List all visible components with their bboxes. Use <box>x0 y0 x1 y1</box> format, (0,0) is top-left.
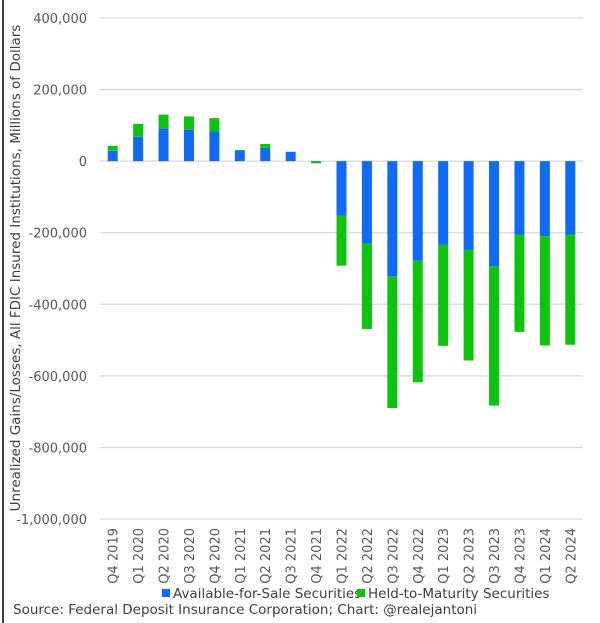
x-tick-label: Q2 2023 <box>463 528 478 584</box>
legend-label-available-for-sale: Available-for-Sale Securities <box>173 586 361 602</box>
x-tick-label: Q4 2022 <box>412 528 427 584</box>
bar-available-for-sale <box>285 151 296 162</box>
bar-available-for-sale <box>539 161 550 237</box>
x-tick-label: Q1 2022 <box>336 528 351 584</box>
bar-available-for-sale <box>234 150 245 162</box>
legend-swatch-held-to-maturity <box>357 589 365 597</box>
x-tick-labels: Q4 2019 Q1 2020 Q2 2020 Q3 2020 Q4 2020 Q1 20… <box>107 528 580 584</box>
bar-available-for-sale <box>158 128 169 162</box>
x-tick-label: Q3 2023 <box>488 528 503 584</box>
bar-available-for-sale <box>565 161 576 235</box>
bar-available-for-sale <box>514 161 525 235</box>
y-tick-labels: 400,000 200,000 0 -200,000 -400,000 -600,000 -… <box>16 12 87 528</box>
y-tick-label: -800,000 <box>29 441 87 456</box>
legend-swatch-available-for-sale <box>162 589 170 597</box>
bar-held-to-maturity <box>387 276 398 409</box>
bar-held-to-maturity <box>565 234 576 345</box>
bar-available-for-sale <box>133 136 144 162</box>
bar-available-for-sale <box>260 147 271 162</box>
bar-available-for-sale <box>489 161 500 267</box>
bar-held-to-maturity <box>311 161 322 164</box>
bar-available-for-sale <box>107 150 118 162</box>
x-tick-label: Q4 2020 <box>208 528 223 584</box>
x-tick-label: Q3 2020 <box>183 528 198 584</box>
x-tick-label: Q4 2019 <box>107 528 122 584</box>
bar-held-to-maturity <box>539 236 550 346</box>
bar-held-to-maturity <box>438 244 449 346</box>
x-tick-label: Q1 2021 <box>234 528 249 584</box>
bar-available-for-sale <box>336 161 347 216</box>
bar-held-to-maturity <box>463 249 474 361</box>
bar-held-to-maturity <box>361 243 372 329</box>
bar-available-for-sale <box>361 161 372 244</box>
x-tick-label: Q1 2020 <box>132 528 147 584</box>
y-tick-label: -200,000 <box>29 227 87 242</box>
bar-held-to-maturity <box>183 116 194 130</box>
source-note: Source: Federal Deposit Insurance Corpor… <box>13 602 477 618</box>
x-tick-label: Q2 2020 <box>158 528 173 584</box>
bar-available-for-sale <box>463 161 474 250</box>
bar-held-to-maturity <box>133 123 144 137</box>
bar-available-for-sale <box>387 161 398 277</box>
x-tick-label: Q2 2021 <box>259 528 274 584</box>
bar-held-to-maturity <box>260 143 271 148</box>
x-tick-label: Q1 2023 <box>437 528 452 584</box>
left-frame-border <box>2 0 4 623</box>
gridlines <box>100 17 583 520</box>
y-tick-label: 400,000 <box>33 12 87 27</box>
legend: Available-for-Sale Securities Held-to-Ma… <box>162 586 550 602</box>
y-tick-label: 200,000 <box>33 84 87 99</box>
bar-available-for-sale <box>209 131 220 162</box>
y-tick-label: -400,000 <box>29 298 87 313</box>
x-tick-label: Q2 2022 <box>361 528 376 584</box>
bar-held-to-maturity <box>514 234 525 332</box>
y-axis-label: Unrealized Gains/Losses, All FDIC Insure… <box>8 25 24 512</box>
x-tick-label: Q3 2021 <box>285 528 300 584</box>
y-tick-label: 0 <box>79 155 87 170</box>
x-tick-label: Q2 2024 <box>564 528 579 584</box>
legend-label-held-to-maturity: Held-to-Maturity Securities <box>368 586 550 602</box>
bar-held-to-maturity <box>107 145 118 151</box>
bar-held-to-maturity <box>336 215 347 266</box>
bar-held-to-maturity <box>209 118 220 132</box>
y-tick-label: -600,000 <box>29 370 87 385</box>
x-tick-label: Q3 2022 <box>386 528 401 584</box>
x-tick-label: Q1 2024 <box>539 528 554 584</box>
bar-held-to-maturity <box>412 260 423 383</box>
bar-available-for-sale <box>438 161 449 245</box>
bar-held-to-maturity <box>489 266 500 406</box>
bar-held-to-maturity <box>234 150 245 152</box>
bar-available-for-sale <box>412 161 423 261</box>
x-tick-label: Q4 2023 <box>513 528 528 584</box>
bar-available-for-sale <box>183 129 194 162</box>
x-tick-label: Q4 2021 <box>310 528 325 584</box>
y-tick-label: -1,000,000 <box>16 513 87 528</box>
bars <box>107 114 576 409</box>
bar-held-to-maturity <box>158 114 169 129</box>
